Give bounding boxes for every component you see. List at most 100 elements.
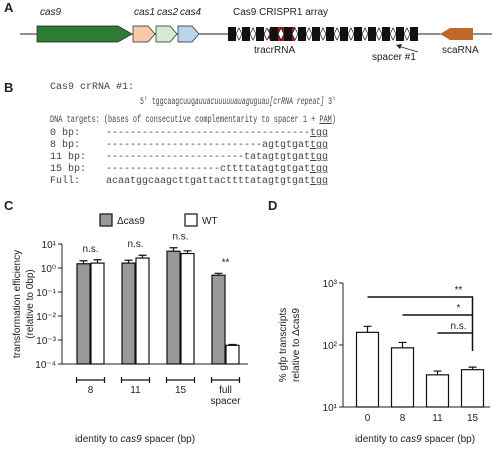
repeat	[270, 27, 278, 41]
repeat	[242, 27, 250, 41]
spacer-label: spacer #1	[372, 52, 416, 63]
sequence: -------------------cttttatagtgtgat	[106, 164, 310, 175]
gene-cas1	[132, 25, 156, 43]
category-bracket	[165, 377, 196, 383]
bar	[166, 250, 181, 365]
x-tick-label: 11	[432, 413, 443, 424]
x-label-part: identity to	[75, 434, 121, 445]
bar	[76, 263, 91, 365]
targets: 0 bp: ----------------------------------t…	[50, 127, 328, 187]
y-tick-label: 10⁻⁴	[35, 360, 56, 371]
x-label-part: cas9	[121, 434, 143, 445]
y-tick-label: 10⁻¹	[36, 288, 56, 299]
target-sequence: -----------------------tatagtgtgattgg	[106, 152, 328, 163]
pam: tgg	[310, 140, 328, 151]
gene-label: cas4	[180, 7, 202, 18]
bar	[121, 262, 136, 365]
significance: **	[455, 285, 463, 296]
scarna-arrow	[440, 28, 473, 40]
spacer	[389, 27, 397, 41]
repeat	[354, 27, 362, 41]
error-bar	[214, 272, 223, 276]
significance: **	[222, 257, 230, 268]
y-tick-label: 10¹	[42, 240, 57, 251]
pam: tgg	[310, 176, 328, 187]
gene-cas4	[177, 25, 200, 43]
x-tick-label: 15	[467, 413, 479, 424]
bar	[225, 344, 240, 365]
x-axis-label: identity to cas9 spacer (bp)	[355, 434, 475, 445]
scarna-label: scaRNA	[442, 45, 479, 56]
spacer	[347, 27, 355, 41]
spacer	[403, 27, 411, 41]
header-part: DNA targets: (bases of consecutive compl…	[50, 114, 319, 126]
x-label-part: identity to	[355, 434, 401, 445]
x-axis-label: identity to cas9 spacer (bp)	[75, 434, 195, 445]
target-sequence: acaatggcaagcttgattacttttatagtgtgattgg	[106, 176, 328, 187]
target-sequence: ----------------------------------tgg	[106, 128, 328, 139]
spacer-arrowhead	[396, 44, 402, 49]
y-axis-label: (relative to 0bp)	[25, 269, 36, 338]
target-label: 8 bp:	[50, 139, 80, 151]
x-tick-label-box: 11	[130, 385, 140, 396]
crrna-part: 3'	[324, 96, 336, 108]
y-tick-label: 10⁻²	[36, 312, 56, 323]
error-bar	[228, 343, 237, 346]
legend-label: Δcas9	[117, 216, 145, 227]
significance: n.s.	[172, 232, 188, 243]
y-axis-label: % gfp transcripts	[278, 308, 289, 382]
header-part: )	[332, 114, 336, 126]
x-tick-label: 15	[174, 385, 187, 396]
panel-label: D	[268, 198, 277, 213]
repeat	[396, 27, 404, 41]
repeat	[340, 27, 348, 41]
gene-label: cas9	[40, 7, 62, 18]
error-bar	[79, 260, 88, 264]
y-tick-label: 10⁰	[41, 264, 56, 275]
significance: n.s.	[82, 244, 98, 255]
spacer	[319, 27, 327, 41]
significance: *	[457, 303, 461, 314]
array-label: Cas9 CRISPR1 array	[233, 7, 328, 18]
target-label: 11 bp:	[50, 151, 86, 163]
repeat	[368, 27, 376, 41]
repeat	[312, 27, 320, 41]
x-tick-label-box: 15	[174, 385, 187, 396]
x-tick-label-box: full spacer	[210, 385, 240, 407]
sequence-block: Cas9 crRNA #1: 5' tggcaagcuugauuacuuuuua…	[50, 82, 336, 187]
y-tick-label: 10²	[323, 341, 338, 352]
error-bar	[169, 247, 178, 252]
target-sequence: -------------------cttttatagtgtgattgg	[106, 164, 328, 175]
spacer	[235, 27, 243, 41]
tracrrna-label: tracrRNA	[254, 45, 295, 56]
repeat	[298, 27, 306, 41]
pam: tgg	[310, 152, 328, 163]
comparison-bracket	[402, 314, 474, 333]
targets-header: DNA targets: (bases of consecutive compl…	[50, 114, 336, 126]
pam: tgg	[310, 164, 328, 175]
bar	[180, 252, 195, 365]
error-bar	[138, 254, 147, 259]
sequence: --------------------------agtgtgat	[106, 140, 310, 151]
significance: n.s.	[450, 321, 466, 332]
sequence: ----------------------------------	[106, 128, 310, 139]
comparison-bracket	[437, 332, 474, 351]
crrna-label: Cas9 crRNA #1:	[50, 82, 134, 93]
spacer	[333, 27, 341, 41]
category-bracket	[120, 377, 151, 383]
error-bar	[93, 259, 102, 264]
repeat	[410, 27, 418, 41]
panel-label: B	[4, 80, 13, 95]
y-axis-label: transformation efficiency	[12, 250, 23, 358]
comparison-bracket	[367, 296, 474, 315]
spacer	[375, 27, 383, 41]
crispr-array	[228, 27, 418, 41]
y-tick-label: 10¹	[323, 403, 338, 414]
bar	[390, 347, 415, 408]
spacer	[249, 27, 257, 41]
x-label-part: cas9	[401, 434, 423, 445]
repeat	[326, 27, 334, 41]
x-label-part: spacer (bp)	[422, 434, 475, 445]
spacer	[305, 27, 313, 41]
